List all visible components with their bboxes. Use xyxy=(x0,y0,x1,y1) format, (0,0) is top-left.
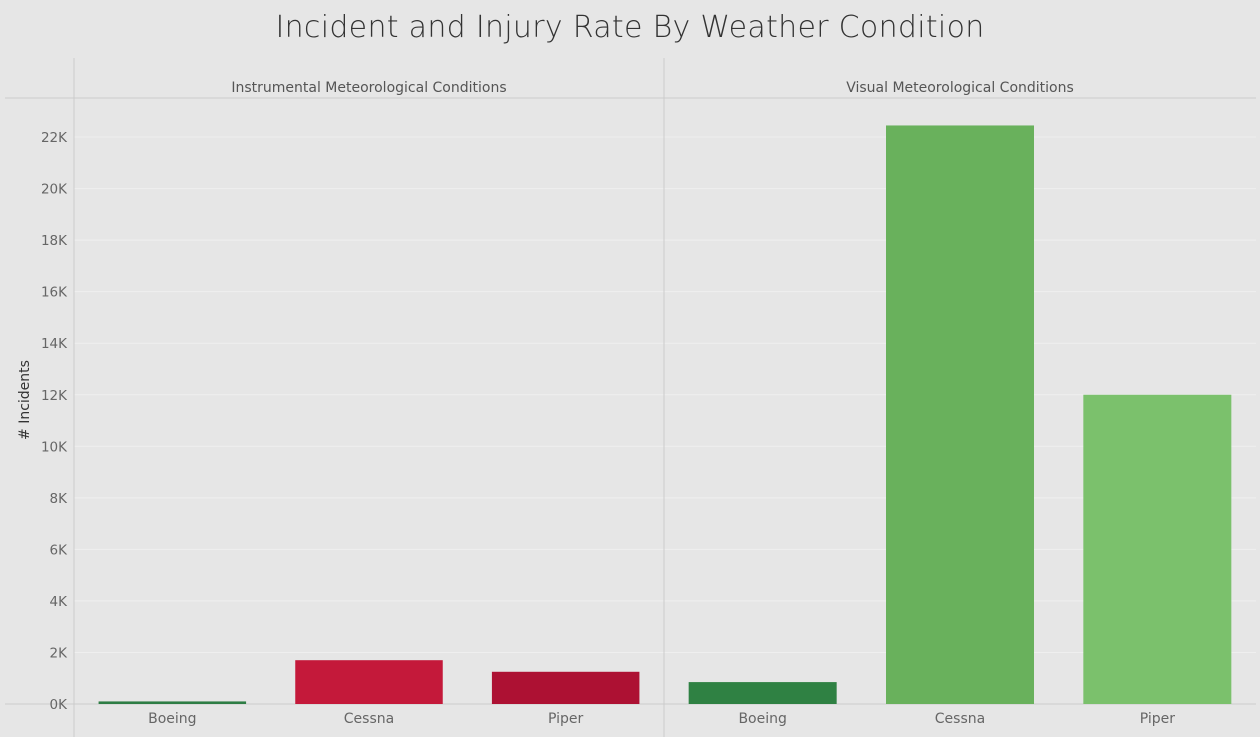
chart-title: Incident and Injury Rate By Weather Cond… xyxy=(275,10,985,45)
bar xyxy=(295,660,443,704)
bar xyxy=(491,671,640,704)
y-tick-label: 18K xyxy=(41,233,68,249)
x-category-label: Cessna xyxy=(344,711,394,727)
x-category-label: Piper xyxy=(548,711,584,727)
panel-header: Visual Meteorological Conditions xyxy=(846,80,1074,96)
y-tick-label: 22K xyxy=(41,130,68,146)
y-tick-label: 0K xyxy=(50,697,69,713)
y-tick-label: 6K xyxy=(50,542,69,558)
bar xyxy=(886,125,1034,704)
y-tick-label: 10K xyxy=(41,439,68,455)
y-tick-label: 12K xyxy=(41,388,68,404)
y-tick-label: 4K xyxy=(50,594,69,610)
y-tick-label: 14K xyxy=(41,336,68,352)
panel-header: Instrumental Meteorological Conditions xyxy=(231,80,506,96)
y-tick-label: 2K xyxy=(50,645,69,661)
x-category-label: Boeing xyxy=(148,711,196,727)
y-axis-title: # Incidents xyxy=(17,360,33,440)
y-tick-label: 20K xyxy=(41,182,68,198)
bar xyxy=(98,701,247,704)
x-category-label: Cessna xyxy=(935,711,985,727)
y-tick-label: 8K xyxy=(50,491,69,507)
bar xyxy=(688,682,837,704)
y-tick-label: 16K xyxy=(41,285,68,301)
x-category-label: Piper xyxy=(1140,711,1176,727)
bar xyxy=(1083,394,1232,704)
x-category-label: Boeing xyxy=(738,711,786,727)
